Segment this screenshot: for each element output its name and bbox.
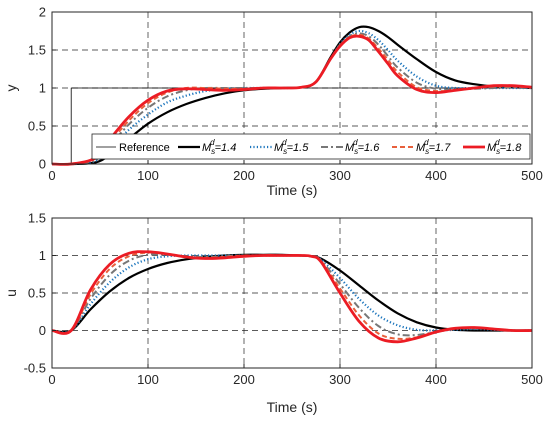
top-y-axis-label: y bbox=[3, 85, 19, 92]
top-x-axis-label: Time (s) bbox=[267, 182, 318, 198]
top-y-tick-label: 1.5 bbox=[28, 43, 46, 58]
legend-label-reference: Reference bbox=[119, 142, 170, 154]
bottom-x-tick-label: 400 bbox=[425, 372, 447, 387]
legend-label-1-5: Msd=1.5 bbox=[274, 138, 309, 156]
top-y-tick-label: 2 bbox=[39, 5, 46, 20]
bottom-y-tick-label: 1.5 bbox=[28, 211, 46, 226]
bottom-series bbox=[51, 250, 533, 344]
bottom-x-tick-label: 300 bbox=[329, 372, 351, 387]
bottom-y-tick-label: 1 bbox=[39, 248, 46, 263]
legend-label-1-4: Msd=1.4 bbox=[202, 138, 236, 156]
bottom-y-tick-label: -0.5 bbox=[24, 361, 46, 376]
bottom-y-tick-label: 0 bbox=[39, 323, 46, 338]
bottom-x-tick-label: 0 bbox=[48, 372, 55, 387]
bottom-y-tick-label: 0.5 bbox=[28, 286, 46, 301]
top-x-tick-label: 300 bbox=[329, 168, 351, 183]
top-y-tick-label: 1 bbox=[39, 81, 46, 96]
legend-label-1-6: Msd=1.6 bbox=[345, 138, 380, 156]
top-x-tick-label: 500 bbox=[521, 168, 543, 183]
bottom-x-tick-label: 100 bbox=[137, 372, 159, 387]
top-series bbox=[51, 25, 533, 166]
bottom-x-tick-label: 500 bbox=[521, 372, 543, 387]
legend-box bbox=[91, 133, 531, 160]
bottom-series-line-4 bbox=[51, 250, 533, 344]
legend-label-1-8: Msd=1.8 bbox=[487, 138, 522, 156]
top-y-tick-label: 0.5 bbox=[28, 119, 46, 134]
bottom-plot: 0 100 200 300 400 500-0.500.511.5 Time (s) u bbox=[3, 211, 543, 416]
top-y-tick-label: 0 bbox=[39, 157, 46, 172]
top-x-tick-label: 0 bbox=[48, 168, 55, 183]
bottom-y-axis-label: u bbox=[3, 289, 19, 297]
bottom-x-axis-label: Time (s) bbox=[267, 399, 318, 415]
top-x-tick-label: 400 bbox=[425, 168, 447, 183]
top-ticks: 0 100 200 300 400 500 0 0.5 1 1.5 2 bbox=[28, 5, 543, 184]
top-series-line-5 bbox=[51, 34, 533, 166]
legend-label-1-7: Msd=1.7 bbox=[416, 138, 451, 156]
bottom-x-tick-label: 200 bbox=[233, 372, 255, 387]
legend: Reference Msd=1.4 Msd=1.5 Msd=1.6 Msd=1.… bbox=[91, 133, 531, 160]
top-x-tick-label: 200 bbox=[233, 168, 255, 183]
top-plot: 0 100 200 300 400 500 0 0.5 1 1.5 2 Time (s) y Ref… bbox=[3, 5, 543, 199]
bottom-ticks: 0 100 200 300 400 500-0.500.511.5 bbox=[24, 211, 543, 388]
top-x-tick-label: 100 bbox=[137, 168, 159, 183]
